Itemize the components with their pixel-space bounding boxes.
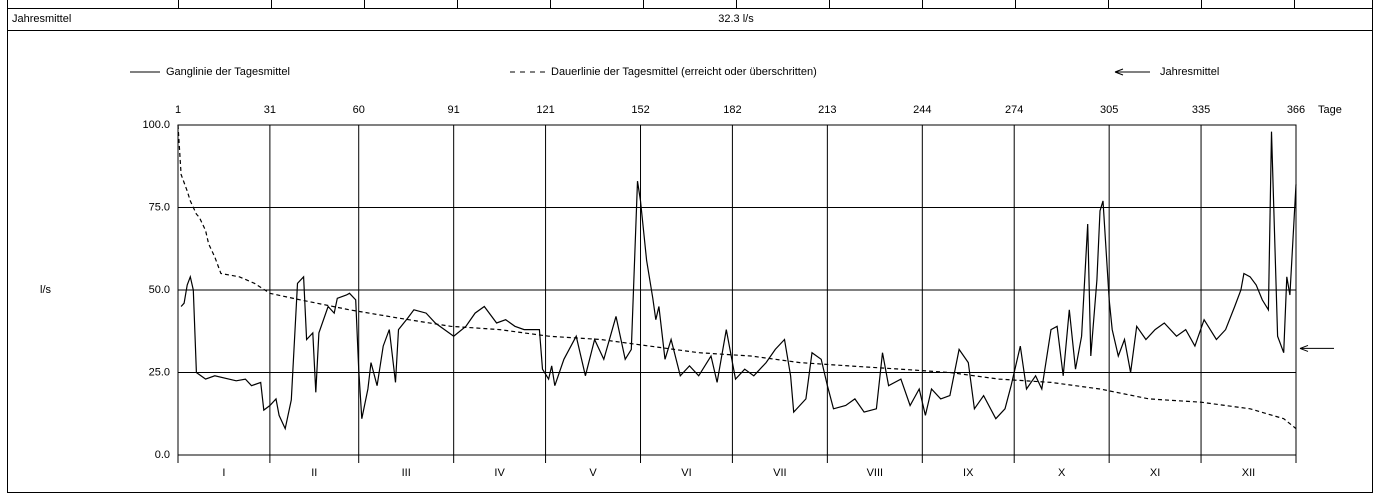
month-label: IV: [494, 467, 505, 479]
month-label: XII: [1242, 467, 1255, 479]
x-tick-label: 305: [1100, 104, 1118, 116]
row-value: 32.3 l/s: [718, 13, 754, 25]
legend-label: Dauerlinie der Tagesmittel (erreicht ode…: [551, 66, 817, 78]
y-tick-label: 0.0: [155, 449, 170, 461]
legend-label: Ganglinie der Tagesmittel: [166, 66, 290, 78]
x-tick-label: 244: [913, 104, 931, 116]
x-tick-label: 60: [353, 104, 365, 116]
x-tick-label: 366: [1287, 104, 1305, 116]
month-label: II: [311, 467, 317, 479]
y-tick-label: 75.0: [149, 201, 170, 213]
month-label: I: [222, 467, 225, 479]
month-label: VII: [773, 467, 786, 479]
month-label: VIII: [867, 467, 884, 479]
month-label: X: [1058, 467, 1066, 479]
x-tick-label: 182: [723, 104, 741, 116]
x-tick-label: 91: [448, 104, 460, 116]
month-label: VI: [681, 467, 691, 479]
y-tick-label: 25.0: [149, 366, 170, 378]
series-line: [180, 131, 1297, 431]
cut-row-cells: [178, 0, 1295, 8]
y-tick-label: 50.0: [149, 284, 170, 296]
x-tick-label: 335: [1192, 104, 1210, 116]
row-label: Jahresmittel: [12, 13, 71, 25]
y-tick-label: 100.0: [142, 119, 170, 131]
x-unit-label: Tage: [1318, 104, 1342, 116]
series-line: [177, 124, 1297, 430]
x-tick-label: 274: [1005, 104, 1023, 116]
x-tick-label: 31: [264, 104, 276, 116]
x-tick-label: 152: [631, 104, 649, 116]
legend-label: Jahresmittel: [1160, 66, 1219, 78]
x-tick-label: 213: [818, 104, 836, 116]
month-label: III: [402, 467, 411, 479]
month-label: IX: [963, 467, 974, 479]
y-axis-label: l/s: [40, 284, 52, 296]
mean-arrow: [1299, 344, 1334, 352]
month-label: XI: [1150, 467, 1160, 479]
x-tick-label: 1: [175, 104, 181, 116]
legend-arrow: [1114, 68, 1150, 76]
month-label: V: [589, 467, 597, 479]
x-tick-label: 121: [536, 104, 554, 116]
